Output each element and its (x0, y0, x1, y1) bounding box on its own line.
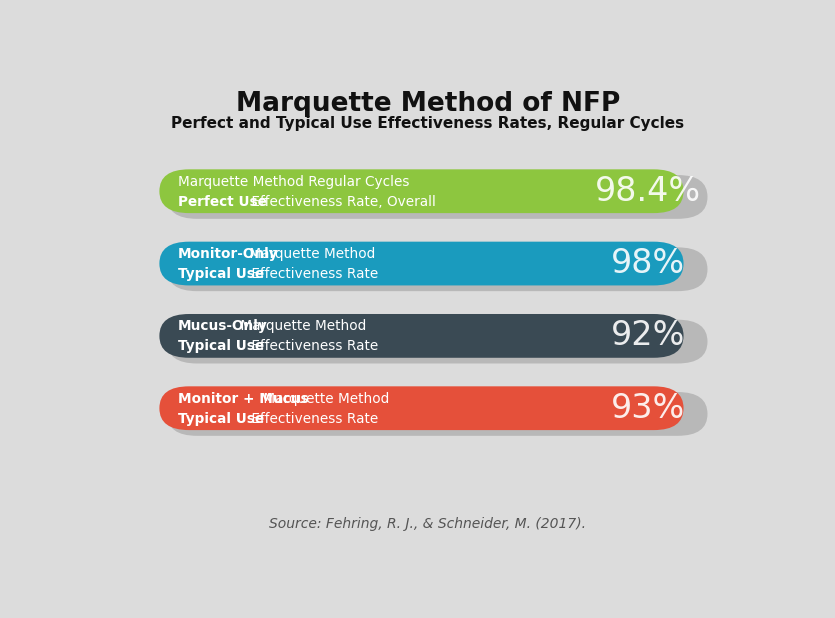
Text: Monitor + Mucus: Monitor + Mucus (178, 392, 308, 405)
FancyBboxPatch shape (167, 320, 707, 363)
Text: Monitor-Only: Monitor-Only (178, 247, 278, 261)
FancyBboxPatch shape (167, 175, 707, 219)
Text: Marquette Method: Marquette Method (235, 320, 366, 333)
Text: 92%: 92% (610, 320, 686, 352)
Text: Source: Fehring, R. J., & Schneider, M. (2017).: Source: Fehring, R. J., & Schneider, M. … (270, 517, 586, 531)
FancyBboxPatch shape (159, 242, 684, 286)
FancyBboxPatch shape (159, 314, 684, 358)
Text: Perfect and Typical Use Effectiveness Rates, Regular Cycles: Perfect and Typical Use Effectiveness Ra… (171, 116, 685, 131)
FancyBboxPatch shape (159, 169, 684, 213)
Text: 98.4%: 98.4% (595, 175, 701, 208)
Text: Marquette Method: Marquette Method (259, 392, 389, 405)
Text: 93%: 93% (611, 392, 685, 425)
Text: Effectiveness Rate: Effectiveness Rate (247, 412, 378, 426)
Text: Mucus-Only: Mucus-Only (178, 320, 267, 333)
Text: Effectiveness Rate, Overall: Effectiveness Rate, Overall (247, 195, 436, 209)
Text: Marquette Method of NFP: Marquette Method of NFP (235, 91, 620, 117)
Text: Effectiveness Rate: Effectiveness Rate (247, 339, 378, 353)
FancyBboxPatch shape (167, 392, 707, 436)
Text: Marquette Method Regular Cycles: Marquette Method Regular Cycles (178, 175, 409, 188)
Text: 98%: 98% (611, 247, 685, 280)
Text: Marquette Method: Marquette Method (245, 247, 375, 261)
Text: Perfect Use: Perfect Use (178, 195, 266, 209)
FancyBboxPatch shape (167, 247, 707, 291)
Text: Typical Use: Typical Use (178, 412, 264, 426)
FancyBboxPatch shape (159, 386, 684, 430)
Text: Typical Use: Typical Use (178, 267, 264, 281)
Text: Typical Use: Typical Use (178, 339, 264, 353)
Text: Effectiveness Rate: Effectiveness Rate (247, 267, 378, 281)
